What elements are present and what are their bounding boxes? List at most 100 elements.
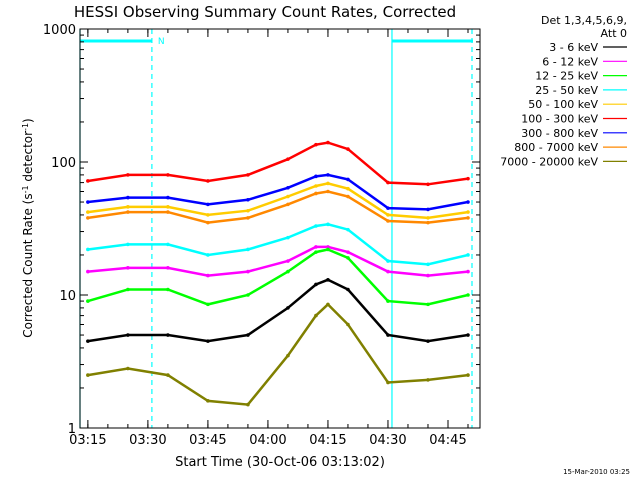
data-point [314, 282, 318, 287]
data-point [86, 339, 90, 343]
data-point [286, 306, 290, 310]
data-point [386, 213, 390, 217]
data-point [326, 278, 330, 282]
y-tick-label: 1 [68, 422, 76, 437]
data-point [246, 216, 250, 220]
data-point [126, 205, 130, 209]
series-300-800keV [86, 173, 470, 212]
data-point [326, 140, 330, 145]
series-50-100keV [86, 181, 470, 220]
data-point [346, 147, 350, 151]
data-point [246, 402, 250, 407]
axes: 1 10 100 1000 03:15 03:30 03:45 04:00 04:15 04:30… [43, 23, 481, 448]
data-point [466, 210, 470, 214]
series-line [87, 190, 469, 224]
x-tick-label: 03:15 [69, 433, 106, 448]
data-point [386, 206, 390, 210]
chart-title: HESSI Observing Summary Count Rates, Cor… [74, 3, 456, 21]
legend-label: 6 - 12 keV [542, 55, 598, 68]
data-point [326, 302, 330, 307]
data-point [166, 333, 170, 337]
data-point [346, 177, 350, 182]
series-25-50keV [86, 222, 470, 267]
series-100-300keV [86, 140, 470, 187]
data-point [246, 269, 250, 274]
data-point [314, 142, 318, 147]
data-point [346, 227, 350, 232]
data-point [166, 195, 170, 200]
data-point [426, 378, 430, 382]
x-tick-label: 04:30 [369, 433, 406, 448]
data-point [126, 195, 130, 200]
data-point [86, 179, 90, 183]
night-label: N [158, 37, 165, 47]
data-point [86, 299, 90, 303]
data-point [426, 207, 430, 212]
data-point [466, 253, 470, 257]
data-point [166, 210, 170, 214]
data-point [126, 366, 130, 371]
series-line [87, 173, 469, 211]
legend-header-attenuator: Att 0 [601, 27, 627, 40]
data-point [86, 210, 90, 214]
legend-header-detectors: Det 1,3,4,5,6,9, [541, 14, 627, 27]
series-line [87, 182, 469, 220]
data-point [206, 202, 210, 207]
data-point [246, 333, 250, 337]
y-axis-label-sup1: -1 [21, 185, 30, 193]
data-point [286, 194, 290, 199]
data-point [314, 174, 318, 179]
series-3-6keV [86, 278, 470, 343]
data-point [86, 200, 90, 204]
data-point [206, 213, 210, 217]
data-point [466, 216, 470, 220]
y-tick-label: 100 [51, 156, 76, 171]
series-6-12keV [86, 245, 470, 278]
data-point [166, 287, 170, 292]
data-point [346, 256, 350, 260]
data-point [326, 245, 330, 249]
data-point [386, 299, 390, 303]
data-point [86, 247, 90, 252]
data-point [126, 173, 130, 177]
y-axis-label-end: ) [21, 118, 35, 123]
data-point [86, 373, 90, 377]
x-tick-label: 04:15 [309, 433, 346, 448]
data-point [126, 333, 130, 337]
data-point [426, 302, 430, 307]
data-point [286, 353, 290, 358]
data-point [326, 173, 330, 177]
data-point [466, 373, 470, 377]
data-point [166, 242, 170, 247]
data-point [286, 157, 290, 161]
data-point [166, 173, 170, 177]
series-12-25keV [86, 247, 470, 307]
data-point [346, 250, 350, 254]
data-point [206, 302, 210, 307]
y-axis-label-main: Corrected Count Rate (s [21, 193, 35, 337]
series-line [87, 245, 469, 277]
data-point [426, 216, 430, 220]
data-point [466, 293, 470, 297]
data-point [326, 189, 330, 194]
data-point [314, 245, 318, 249]
data-point [206, 399, 210, 403]
data-point [126, 242, 130, 247]
x-tick-label: 03:30 [129, 433, 166, 448]
data-point [286, 259, 290, 263]
data-point [126, 210, 130, 214]
legend-label: 25 - 50 keV [535, 84, 598, 97]
data-point [314, 224, 318, 228]
data-point [206, 179, 210, 183]
data-point [206, 253, 210, 257]
data-point [466, 200, 470, 204]
data-point [86, 216, 90, 220]
data-point [286, 202, 290, 207]
data-point [386, 269, 390, 274]
data-point [466, 176, 470, 181]
data-point [246, 173, 250, 177]
data-point [326, 222, 330, 227]
legend-label: 300 - 800 keV [521, 127, 598, 140]
data-point [314, 191, 318, 196]
